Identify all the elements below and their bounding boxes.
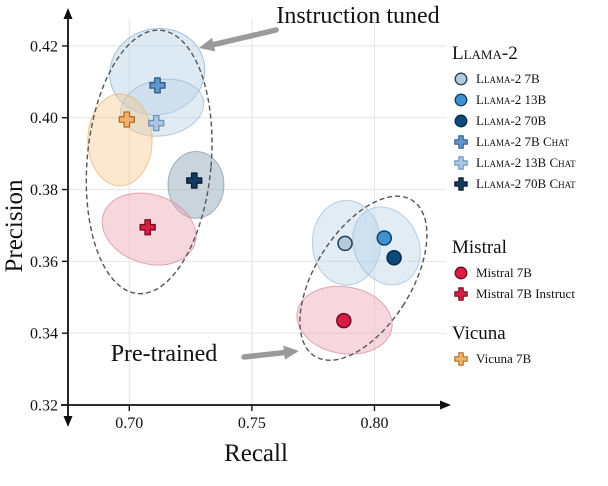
x-tick-label: 0.80 [360,415,388,432]
cluster-outline-pre-trained [299,195,428,361]
y-tick-label: 0.42 [30,38,58,55]
legend-label: Llama-2 13B Chat [476,154,576,170]
cross-marker-icon [454,176,468,191]
data-point-mistral-7b-instruct [139,219,156,236]
legend-group-vicuna: Vicuna Vicuna 7B [452,324,606,369]
annotation-arrow-pre-trained [241,349,287,360]
legend: Llama-2 Llama-2 7B Llama-2 13B Llama-2 70B L… [452,44,606,369]
legend-label: Llama-2 7B [476,70,540,86]
legend-group-title: Mistral [452,237,507,258]
cross-marker-icon [454,134,468,149]
legend-item-llama-2-70b-chat: Llama-2 70B Chat [452,173,606,194]
annotation-instruction-tuned: Instruction tuned [276,3,440,29]
legend-group-title: Vicuna [452,323,506,344]
data-point-llama-2-70b-chat [186,172,203,189]
legend-label: Mistral 7B Instruct [476,285,575,301]
legend-label: Mistral 7B [476,264,532,280]
y-tick-label: 0.36 [30,254,58,271]
y-axis-arrow-down-icon [63,416,73,427]
legend-item-mistral-7b-instruct: Mistral 7B Instruct [452,283,606,304]
data-point-llama-2-13b-chat [148,114,165,132]
cross-marker-icon [454,155,468,170]
y-axis-label: Precision [1,179,28,273]
circle-marker-icon [454,93,468,106]
legend-item-vicuna-7b: Vicuna 7B [452,348,606,369]
data-point-vicuna-7b [118,111,135,128]
cross-marker-icon [454,351,468,366]
legend-label: Llama-2 70B Chat [476,175,576,191]
x-tick-label: 0.70 [115,415,143,432]
x-axis-arrow-icon [440,400,451,410]
legend-label: Llama-2 13B [476,91,547,107]
annotation-pre-trained: Pre-trained [110,341,218,367]
confidence-ellipse-llama-2-7b-chat [109,27,206,116]
legend-item-llama-2-13b-chat: Llama-2 13B Chat [452,152,606,173]
circle-marker-icon [454,114,468,127]
legend-item-llama-2-7b: Llama-2 7B [452,68,606,89]
y-tick-label: 0.34 [30,326,58,343]
legend-group-mistral: Mistral Mistral 7B Mistral 7B Instruct [452,238,606,304]
legend-group-title: Llama-2 [452,43,518,64]
data-point-llama-2-13b [376,230,393,246]
circle-marker-icon [454,72,468,85]
data-point-llama-2-7b-chat [149,77,166,94]
legend-item-llama-2-70b: Llama-2 70B [452,110,606,131]
legend-item-llama-2-7b-chat: Llama-2 7B Chat [452,131,606,152]
annotation-arrowhead-icon [283,345,299,360]
circle-marker-icon [454,266,468,279]
legend-item-llama-2-13b: Llama-2 13B [452,89,606,110]
cross-marker-icon [454,286,468,301]
y-tick-label: 0.38 [30,182,58,199]
cluster-outline-instruction-tuned [85,29,213,295]
legend-group-llama-2: Llama-2 Llama-2 7B Llama-2 13B Llama-2 70B L… [452,44,606,194]
legend-label: Llama-2 70B [476,112,547,128]
data-point-mistral-7b [336,312,352,329]
legend-label: Vicuna 7B [476,350,532,366]
x-axis-label: Recall [224,440,288,467]
annotation-arrowhead-icon [199,37,216,52]
legend-item-mistral-7b: Mistral 7B [452,262,606,283]
y-tick-label: 0.40 [30,110,58,127]
confidence-ellipse-vicuna-7b [87,93,153,187]
y-tick-label: 0.32 [30,398,58,415]
confidence-ellipse-llama-2-13b-70b [352,206,421,286]
data-point-llama-2-7b [337,235,353,252]
data-point-llama-2-70b [386,250,402,266]
y-axis-arrow-up-icon [63,8,73,19]
x-tick-label: 0.75 [238,415,266,432]
annotation-arrow-instruction-tuned [210,27,279,48]
legend-label: Llama-2 7B Chat [476,133,570,149]
